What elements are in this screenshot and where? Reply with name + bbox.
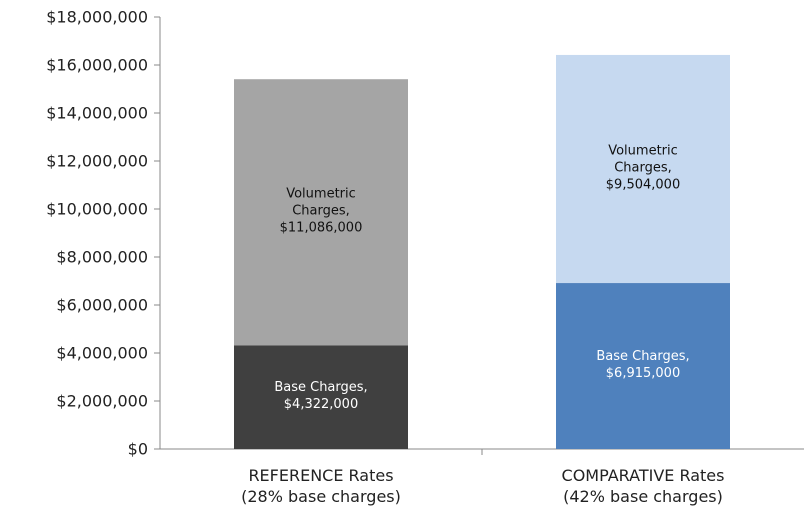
y-tick-label: $10,000,000: [46, 199, 148, 219]
bar-segment: [234, 345, 408, 449]
x-tick-label: COMPARATIVE Rates (42% base charges): [561, 466, 725, 506]
data-label: Base Charges, $4,322,000: [274, 380, 368, 413]
x-tick-label: REFERENCE Rates (28% base charges): [241, 466, 401, 506]
y-tick-label: $18,000,000: [46, 7, 148, 27]
y-tick-label: $2,000,000: [56, 391, 148, 411]
y-tick-label: $4,000,000: [56, 343, 148, 363]
data-label: Volumetric Charges, $11,086,000: [279, 186, 363, 236]
bar-segment: [556, 54, 730, 284]
y-tick-label: $6,000,000: [56, 295, 148, 315]
y-tick-label: $16,000,000: [46, 55, 148, 75]
data-label: Volumetric Charges, $9,504,000: [605, 143, 681, 193]
data-label: Base Charges, $6,915,000: [596, 349, 690, 382]
y-tick-label: $14,000,000: [46, 103, 148, 123]
bar-segment: [234, 79, 408, 346]
y-tick-label: $8,000,000: [56, 247, 148, 267]
y-tick-label: $12,000,000: [46, 151, 148, 171]
bar-segment: [556, 283, 730, 449]
y-tick-label: $0: [127, 439, 148, 459]
